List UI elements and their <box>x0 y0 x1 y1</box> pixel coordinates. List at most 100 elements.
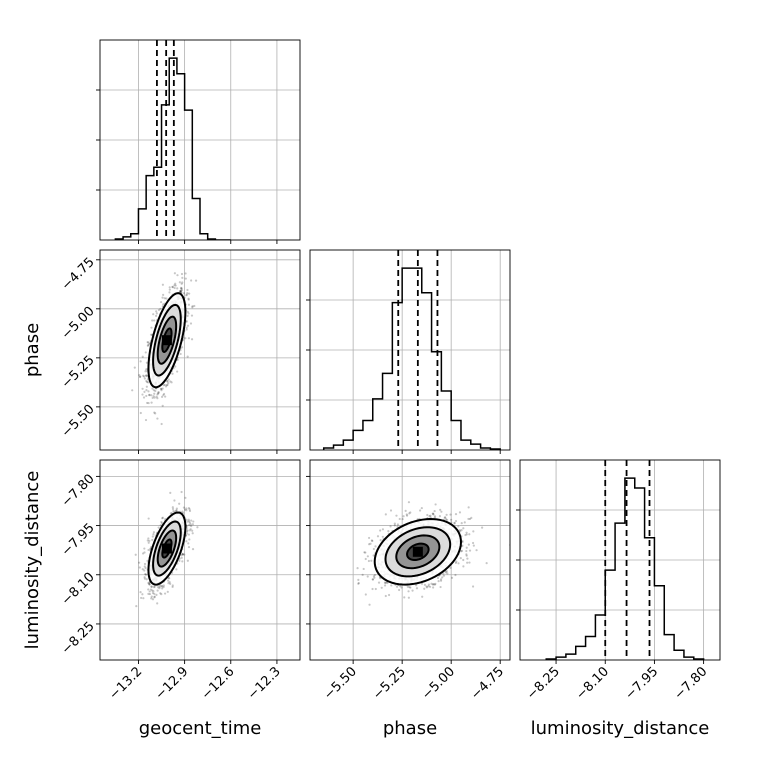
sample-point <box>415 584 418 587</box>
sample-point <box>180 554 183 557</box>
sample-point <box>175 507 178 510</box>
sample-point <box>449 513 452 516</box>
sample-point <box>187 312 190 315</box>
sample-point <box>167 582 170 585</box>
sample-point <box>454 561 457 565</box>
sample-point <box>188 508 191 511</box>
sample-point <box>449 566 452 569</box>
sample-point <box>139 591 142 594</box>
sample-point <box>162 392 166 396</box>
cell-frame <box>99 459 301 661</box>
sample-point <box>186 310 189 314</box>
sample-point <box>187 533 190 536</box>
sample-point <box>384 594 387 598</box>
sample-point <box>173 286 176 290</box>
sample-point <box>165 297 168 300</box>
density-peak <box>161 543 172 554</box>
sample-point <box>169 582 172 586</box>
sample-point <box>178 502 181 505</box>
sample-point <box>191 547 195 551</box>
y-tick-label-phase: −5.25 <box>59 353 98 392</box>
sample-point <box>168 581 171 584</box>
sample-point <box>371 539 374 543</box>
sample-point <box>148 592 152 596</box>
sample-point <box>445 570 448 573</box>
sample-point <box>163 383 166 386</box>
sample-point <box>133 366 136 369</box>
sample-point <box>179 289 182 292</box>
sample-point <box>364 551 367 554</box>
contour-2 <box>152 303 182 377</box>
sample-point <box>191 306 194 309</box>
cell-phase-luminosity-distance: −5.50 −5.25 −5.00 −4.75 <box>306 459 511 703</box>
sample-point <box>154 389 157 393</box>
sample-point <box>400 586 403 589</box>
sample-point <box>139 360 142 363</box>
sample-point <box>151 538 154 542</box>
sample-point <box>442 574 446 577</box>
sample-point <box>371 578 375 581</box>
axis-labels: geocent_time phase luminosity_distance p… <box>22 323 709 739</box>
sample-point <box>159 300 163 304</box>
sample-point <box>158 585 161 588</box>
sample-point <box>402 515 405 518</box>
sample-point <box>160 584 163 588</box>
sample-point <box>145 368 148 371</box>
sample-point <box>437 580 440 583</box>
sample-point <box>426 513 429 517</box>
sample-point <box>186 355 189 358</box>
sample-point <box>186 324 190 327</box>
sample-point <box>462 527 465 530</box>
sample-point <box>145 394 148 398</box>
contour-3 <box>373 518 462 586</box>
sample-point <box>156 397 159 400</box>
sample-point <box>357 578 360 581</box>
sample-point <box>427 583 431 586</box>
sample-point <box>150 597 153 600</box>
sample-point <box>154 314 158 317</box>
sample-point <box>178 290 182 293</box>
sample-point <box>176 274 179 277</box>
sample-point <box>172 510 175 513</box>
cell-frame <box>99 249 301 451</box>
sample-point <box>357 582 360 585</box>
sample-point <box>190 338 194 341</box>
sample-point <box>188 529 191 532</box>
sample-point <box>142 597 145 600</box>
sample-point <box>188 509 192 513</box>
sample-point <box>150 326 153 329</box>
sample-point <box>141 387 144 390</box>
sample-point <box>168 288 171 291</box>
sample-point <box>196 526 199 529</box>
sample-point <box>181 553 184 556</box>
sample-point <box>409 586 412 589</box>
sample-point <box>171 506 174 509</box>
sample-point <box>184 277 187 280</box>
sample-point <box>169 491 172 494</box>
sample-point <box>180 490 183 494</box>
sample-point <box>151 598 155 601</box>
sample-point <box>384 513 387 516</box>
cell-geocent-time-luminosity-distance: −8.25 −8.10 −7.95 −7.80 −13.2 −12.9 −12.6 −12.3 <box>59 459 301 703</box>
sample-point <box>184 508 187 511</box>
sample-point <box>148 590 151 593</box>
sample-point <box>143 576 146 579</box>
sample-point <box>169 512 172 515</box>
sample-point <box>152 586 156 589</box>
sample-point <box>459 530 462 533</box>
sample-point <box>185 293 189 296</box>
sample-point <box>148 583 151 586</box>
sample-point <box>160 395 164 398</box>
sample-point <box>152 533 155 536</box>
sample-point <box>187 337 191 340</box>
sample-point <box>432 582 435 586</box>
sample-point <box>471 541 475 545</box>
sample-point <box>169 380 172 383</box>
sample-point <box>380 586 383 589</box>
x-tick-label-phase: −5.50 <box>321 664 360 703</box>
sample-point <box>411 589 414 592</box>
histogram-phase <box>322 267 501 450</box>
sample-point <box>168 291 171 294</box>
sample-point <box>453 522 456 525</box>
y-axis-label-phase: phase <box>22 323 43 377</box>
